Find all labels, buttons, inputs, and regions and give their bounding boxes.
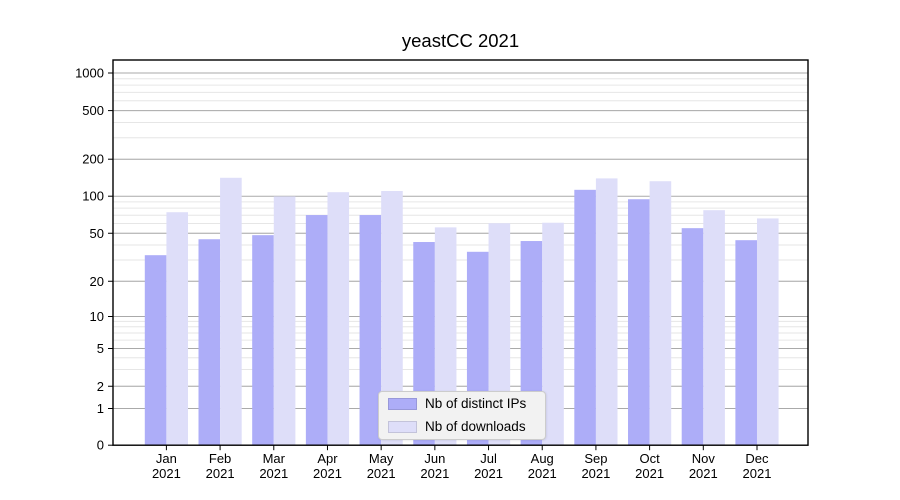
- svg-text:2021: 2021: [206, 466, 235, 481]
- svg-text:2021: 2021: [743, 466, 772, 481]
- svg-text:20: 20: [90, 274, 104, 289]
- svg-text:Jul: Jul: [480, 451, 497, 466]
- svg-text:200: 200: [82, 152, 104, 167]
- svg-text:2021: 2021: [581, 466, 610, 481]
- svg-text:50: 50: [90, 226, 104, 241]
- svg-text:2021: 2021: [313, 466, 342, 481]
- svg-text:2021: 2021: [635, 466, 664, 481]
- svg-text:Mar: Mar: [263, 451, 286, 466]
- svg-text:1000: 1000: [75, 66, 104, 81]
- svg-text:Dec: Dec: [745, 451, 769, 466]
- svg-text:Jun: Jun: [424, 451, 445, 466]
- svg-text:Aug: Aug: [531, 451, 554, 466]
- svg-text:10: 10: [90, 309, 104, 324]
- svg-text:May: May: [369, 451, 394, 466]
- svg-text:2021: 2021: [689, 466, 718, 481]
- svg-text:2021: 2021: [259, 466, 288, 481]
- svg-text:Sep: Sep: [584, 451, 607, 466]
- svg-text:2021: 2021: [474, 466, 503, 481]
- svg-text:Oct: Oct: [639, 451, 660, 466]
- svg-text:Apr: Apr: [317, 451, 338, 466]
- svg-text:2021: 2021: [528, 466, 557, 481]
- svg-text:1: 1: [97, 401, 104, 416]
- svg-text:500: 500: [82, 103, 104, 118]
- svg-text:100: 100: [82, 189, 104, 204]
- svg-text:Nov: Nov: [692, 451, 716, 466]
- svg-text:Feb: Feb: [209, 451, 231, 466]
- svg-text:0: 0: [97, 438, 104, 453]
- svg-text:2021: 2021: [152, 466, 181, 481]
- svg-text:2: 2: [97, 379, 104, 394]
- svg-text:2021: 2021: [420, 466, 449, 481]
- svg-text:5: 5: [97, 341, 104, 356]
- svg-text:2021: 2021: [367, 466, 396, 481]
- svg-text:Jan: Jan: [156, 451, 177, 466]
